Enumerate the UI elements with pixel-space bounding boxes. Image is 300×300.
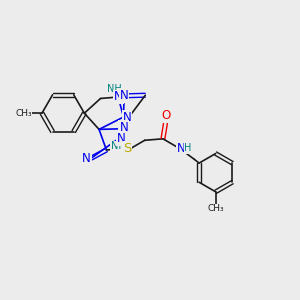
Text: N: N [114,91,123,103]
Text: H: H [184,143,192,153]
Text: N: N [120,89,128,102]
Text: CH₃: CH₃ [207,204,224,213]
Text: O: O [162,109,171,122]
Text: N: N [123,110,131,124]
Text: N: N [117,132,126,145]
Text: NH: NH [107,84,122,94]
Text: N: N [176,142,185,155]
Text: S: S [123,142,131,155]
Text: NH: NH [111,142,126,152]
Text: N: N [82,152,91,165]
Text: CH₃: CH₃ [15,109,32,118]
Text: N: N [119,121,128,134]
